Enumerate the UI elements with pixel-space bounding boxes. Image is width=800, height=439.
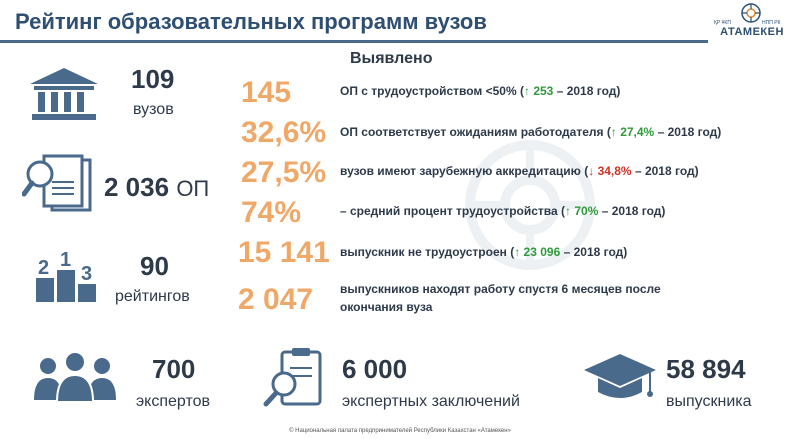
logo-right-text: НПП РК — [762, 20, 781, 26]
graduates-label: выпускника — [666, 393, 752, 410]
clipboard-magnifier-icon — [263, 348, 322, 407]
conclusions-count: 6 000 — [342, 354, 408, 384]
documents-magnifier-icon — [22, 154, 92, 212]
universities-label: вузов — [133, 101, 174, 118]
graduates-count: 58 894 — [666, 354, 746, 384]
ratings-count: 90 — [140, 251, 169, 281]
programs-count: 2 036 ОП — [104, 172, 209, 203]
finding-value: 74% — [241, 196, 302, 229]
watermark-emblem-icon — [465, 140, 595, 270]
experts-label: экспертов — [136, 393, 210, 410]
experts-count: 700 — [152, 354, 196, 384]
footer-copyright: © Национальная палата предпринимателей Р… — [289, 428, 511, 434]
podium-second-label: 2 — [38, 257, 49, 279]
conclusions-label: экспертных заключений — [342, 393, 520, 410]
finding-text: выпускник не трудоустроен (↑ 23 096 – 20… — [340, 245, 628, 259]
title-underline — [0, 40, 708, 43]
ratings-label: рейтингов — [115, 288, 190, 305]
finding-text: ОП соответствует ожиданиям работодателя … — [340, 125, 722, 139]
finding-value: 145 — [241, 76, 292, 109]
logo-name: АТАМЕКЕН — [720, 26, 784, 38]
logo-emblem-icon — [741, 3, 761, 23]
atameken-logo: ҚР ҰКП НПП РК АТАМЕКЕН — [710, 2, 794, 42]
podium-first-label: 1 — [60, 249, 71, 271]
programs-number: 2 036 — [104, 172, 170, 202]
finding-value: 32,6% — [241, 116, 327, 149]
programs-unit: ОП — [176, 176, 210, 201]
finding-text: выпускников находят работу спустя 6 меся… — [340, 282, 661, 296]
finding-value: 27,5% — [241, 156, 327, 189]
findings-heading: Выявлено — [350, 50, 433, 67]
experts-group-icon — [34, 351, 116, 402]
podium-third-label: 3 — [81, 263, 92, 285]
university-building-icon — [30, 68, 98, 120]
finding-text: – средний процент трудоустройства (↑ 70%… — [340, 204, 666, 218]
graduation-cap-icon — [584, 354, 656, 398]
page-title: Рейтинг образовательных программ вузов — [15, 9, 487, 34]
finding-value: 15 141 — [238, 236, 330, 269]
finding-text: вузов имеют зарубежную аккредитацию (↓ 3… — [340, 164, 699, 178]
finding-text-line2: окончания вуза — [340, 300, 433, 314]
podium-icon: 2 1 3 — [36, 249, 96, 302]
logo-left-text: ҚР ҰКП — [714, 20, 731, 26]
universities-count: 109 — [131, 64, 175, 94]
finding-value: 2 047 — [238, 283, 314, 316]
finding-text: ОП с трудоустройством <50% (↑ 253 – 2018… — [340, 84, 621, 98]
